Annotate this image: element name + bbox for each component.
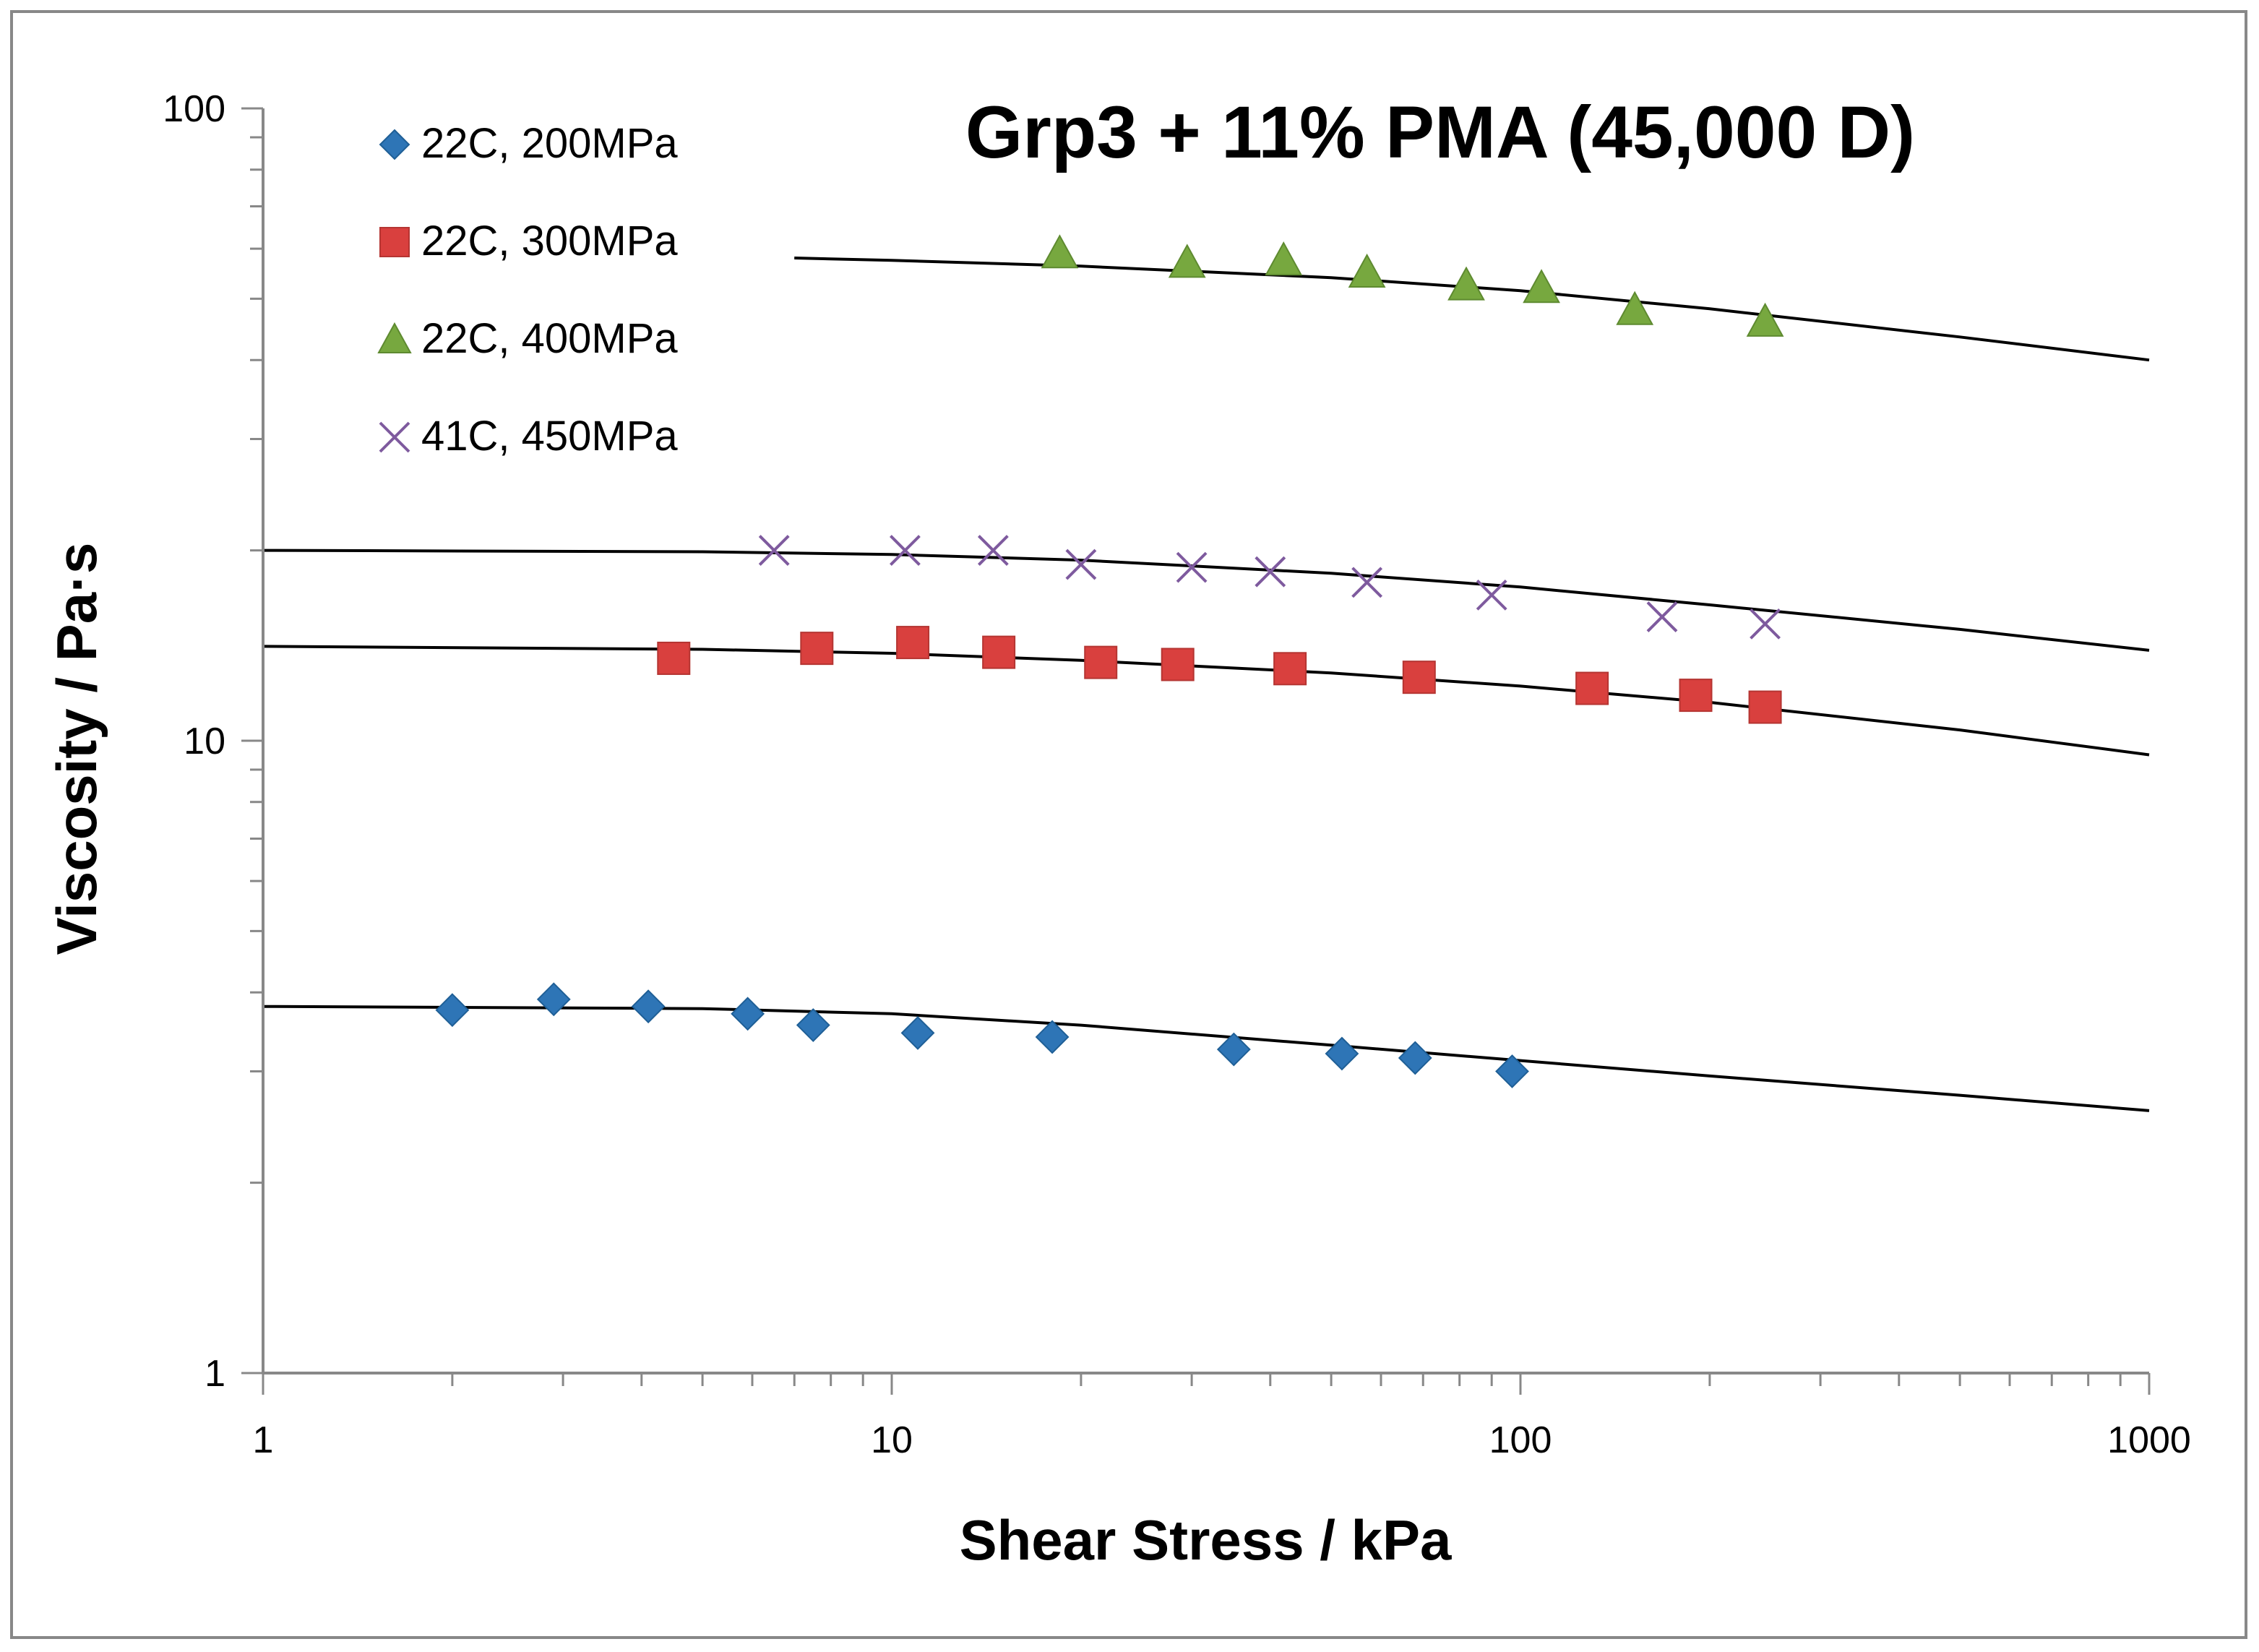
- fit-line-series-4: [262, 548, 2150, 652]
- data-point: [1616, 291, 1654, 325]
- data-point: [1523, 269, 1560, 304]
- legend-label-3: 22C, 400MPa: [421, 315, 678, 362]
- data-point: [1679, 679, 1713, 713]
- fit-line-series-1: [262, 1004, 2150, 1112]
- marker-stroke: [1750, 608, 1781, 640]
- data-point: [1168, 244, 1206, 278]
- data-point: [982, 635, 1016, 669]
- data-point: [1750, 608, 1781, 640]
- data-point: [1255, 556, 1286, 588]
- legend-marker-4: [379, 421, 410, 453]
- data-point: [1273, 652, 1307, 686]
- data-point: [796, 1008, 830, 1042]
- series-3-markers: [1041, 234, 1784, 337]
- data-point: [800, 632, 834, 666]
- data-point: [1575, 671, 1609, 705]
- marker-stroke: [977, 535, 1009, 567]
- marker-stroke: [890, 535, 921, 567]
- data-markers: [435, 234, 1784, 1088]
- data-point: [1402, 661, 1436, 694]
- marker-stroke: [1476, 579, 1507, 611]
- x-tick-label: 100: [1489, 1419, 1552, 1461]
- data-point: [900, 1015, 935, 1050]
- data-point: [1351, 567, 1383, 598]
- data-point: [1216, 1032, 1251, 1067]
- y-tick-label: 1: [205, 1353, 225, 1395]
- viscosity-chart: 1 10 100 1 10 100 1000 Grp3 + 11% PMA (45,000 …: [45, 88, 2191, 1572]
- data-point: [1495, 1054, 1529, 1088]
- marker-stroke: [1351, 567, 1383, 598]
- data-point: [435, 993, 470, 1028]
- data-point: [1748, 690, 1782, 724]
- x-tick-label: 10: [871, 1419, 913, 1461]
- legend-marker-3: [377, 322, 412, 353]
- data-point: [896, 626, 930, 660]
- data-point: [536, 982, 571, 1017]
- chart-title: Grp3 + 11% PMA (45,000 D): [965, 91, 1915, 173]
- legend-label-4: 41C, 450MPa: [421, 413, 678, 460]
- data-point: [1065, 548, 1097, 580]
- legend: 22C, 200MPa 22C, 300MPa 22C, 400MPa 41C, 45…: [377, 120, 678, 460]
- marker-stroke: [1176, 551, 1208, 583]
- marker-stroke: [1255, 556, 1286, 588]
- marker-stroke: [758, 535, 790, 567]
- fit-line-series-3: [794, 257, 2150, 362]
- marker-stroke: [1065, 548, 1097, 580]
- legend-label-2: 22C, 300MPa: [421, 218, 678, 264]
- x-tick-label: 1000: [2107, 1419, 2191, 1461]
- data-point: [890, 535, 921, 567]
- data-point: [657, 641, 691, 675]
- data-point: [1646, 601, 1678, 633]
- data-point: [1265, 241, 1303, 276]
- legend-label-1: 22C, 200MPa: [421, 120, 678, 167]
- y-tick-label: 100: [163, 88, 225, 130]
- data-point: [1084, 645, 1118, 679]
- data-point: [1161, 648, 1195, 681]
- legend-marker-2: [379, 227, 410, 257]
- data-point: [1398, 1041, 1432, 1075]
- data-point: [1348, 253, 1386, 288]
- y-tick-label: 10: [184, 720, 225, 762]
- chart-frame: 1 10 100 1 10 100 1000 Grp3 + 11% PMA (45,000 …: [10, 10, 2247, 1639]
- marker-stroke: [379, 421, 410, 453]
- fit-lines: [262, 257, 2150, 1112]
- data-point: [977, 535, 1009, 567]
- data-point: [1035, 1020, 1070, 1054]
- data-point: [1176, 551, 1208, 583]
- series-2-markers: [657, 626, 1782, 724]
- y-axis-title: Viscosity / Pa·s: [45, 543, 108, 955]
- fit-line-series-2: [262, 645, 2150, 757]
- data-point: [1325, 1036, 1359, 1071]
- series-4-markers: [758, 535, 1781, 640]
- data-point: [1746, 302, 1784, 337]
- x-tick-label: 1: [253, 1419, 274, 1461]
- data-point: [631, 989, 666, 1024]
- axes: 1 10 100 1 10 100 1000: [163, 88, 2191, 1461]
- legend-marker-1: [379, 129, 410, 160]
- data-point: [758, 535, 790, 567]
- data-point: [1041, 234, 1079, 269]
- series-1-markers: [435, 982, 1529, 1088]
- data-point: [1447, 266, 1485, 301]
- data-point: [731, 997, 765, 1031]
- data-point: [1476, 579, 1507, 611]
- marker-stroke: [1646, 601, 1678, 633]
- x-axis-title: Shear Stress / kPa: [960, 1508, 1452, 1572]
